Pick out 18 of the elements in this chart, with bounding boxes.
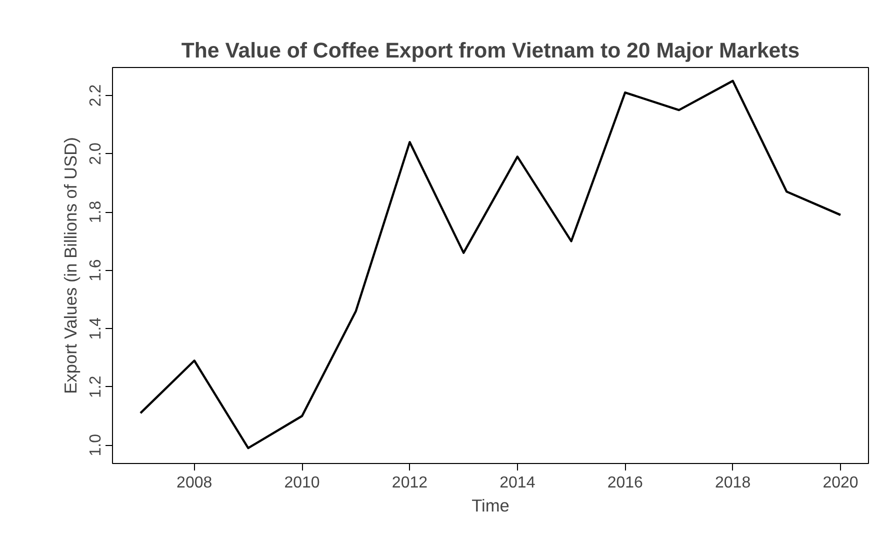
- x-tick-label: 2008: [176, 474, 212, 492]
- line-series: [139, 80, 842, 450]
- x-axis-title: Time: [472, 496, 510, 516]
- x-tick-label: 2014: [500, 474, 536, 492]
- y-tick-label: 2.0: [88, 142, 104, 165]
- y-tick-label: 1.6: [88, 259, 104, 282]
- x-tick-label: 2016: [607, 474, 644, 492]
- y-tick-label: 2.2: [88, 84, 104, 107]
- y-tick-label: 1.2: [88, 376, 104, 398]
- x-tick-label: 2012: [392, 474, 428, 492]
- y-tick-label: 1.0: [88, 434, 104, 456]
- x-tick-label: 2018: [715, 474, 751, 492]
- y-tick-label: 1.8: [88, 200, 104, 224]
- y-tick-label: 1.4: [88, 317, 104, 340]
- y-axis-title: Export Values (in Billions of USD): [60, 137, 80, 394]
- x-tick-label: 2020: [822, 474, 858, 492]
- chart-title: The Value of Coffee Export from Vietnam to 20 Major Markets: [181, 38, 800, 62]
- x-tick-label: 2010: [284, 474, 320, 492]
